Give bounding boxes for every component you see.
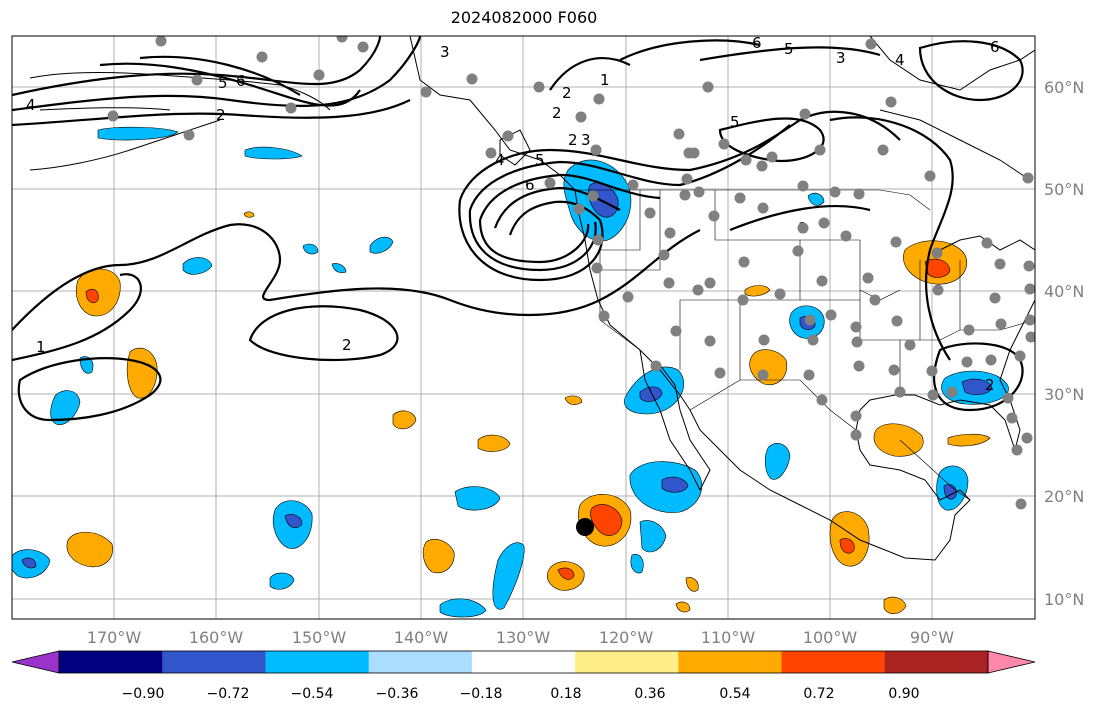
lat-label: 20°N <box>1044 487 1084 506</box>
coastlines <box>29 36 1035 561</box>
lon-label: 120°W <box>599 628 654 647</box>
lat-label: 10°N <box>1044 590 1084 609</box>
colorbar-tick: −0.54 <box>291 686 334 702</box>
svg-text:5: 5 <box>535 151 545 169</box>
longitude-labels: 170°W 160°W 150°W 140°W 130°W 120°W 110°… <box>87 628 954 647</box>
contour-labels: 4 5 6 3 2 2 3 6 5 4 5 3 1 2 1 2 6 5 4 6 … <box>26 34 1000 394</box>
station-markers <box>107 36 1035 510</box>
colorbar-tick: 0.72 <box>803 686 834 702</box>
colorbar-segment <box>368 651 473 673</box>
svg-text:2: 2 <box>552 104 562 122</box>
colorbar-segment <box>884 651 989 673</box>
colorbar-segment <box>781 651 886 673</box>
svg-text:2: 2 <box>216 106 226 124</box>
svg-text:5: 5 <box>218 74 228 92</box>
svg-text:3: 3 <box>836 49 846 67</box>
colorbar-labels: −0.90 −0.72 −0.54 −0.36 −0.18 0.18 0.36 … <box>122 686 920 702</box>
colorbar-extend-high <box>987 650 1036 674</box>
lon-label: 150°W <box>292 628 347 647</box>
svg-text:3: 3 <box>440 43 450 61</box>
lat-label: 60°N <box>1044 78 1084 97</box>
svg-text:5: 5 <box>730 113 740 131</box>
svg-text:2: 2 <box>562 84 572 102</box>
lon-label: 170°W <box>87 628 142 647</box>
svg-text:4: 4 <box>26 96 36 114</box>
svg-text:2: 2 <box>568 131 578 149</box>
colorbar-tick: 0.54 <box>719 686 750 702</box>
colorbar-tick: −0.36 <box>376 686 419 702</box>
contour-lines <box>12 36 1024 422</box>
lon-label: 100°W <box>803 628 858 647</box>
graticule <box>12 36 1035 619</box>
colorbar-tick: −0.18 <box>460 686 503 702</box>
map-border <box>11 35 1036 620</box>
colorbar-tick: 0.18 <box>550 686 581 702</box>
political-borders <box>575 189 1035 501</box>
colorbar-segment <box>575 651 679 673</box>
svg-text:3: 3 <box>581 131 591 149</box>
lat-label: 50°N <box>1044 180 1084 199</box>
colorbar-tick: −0.72 <box>207 686 250 702</box>
colorbar-segment <box>471 651 576 673</box>
lon-label: 130°W <box>496 628 551 647</box>
colorbar-segment <box>678 651 783 673</box>
lon-label: 110°W <box>701 628 756 647</box>
svg-text:6: 6 <box>236 72 246 90</box>
svg-text:6: 6 <box>990 38 1000 56</box>
lat-label: 30°N <box>1044 385 1084 404</box>
colorbar-extend-low <box>11 650 60 674</box>
svg-text:1: 1 <box>600 71 610 89</box>
colorbar <box>11 650 1036 674</box>
svg-text:2: 2 <box>342 336 352 354</box>
colorbar-segment <box>265 651 370 673</box>
colorbar-border <box>58 650 989 674</box>
black-dot-marker <box>576 518 594 536</box>
lon-label: 160°W <box>189 628 244 647</box>
svg-text:6: 6 <box>525 176 535 194</box>
latitude-labels: 60°N 50°N 40°N 30°N 20°N 10°N <box>1044 78 1084 609</box>
svg-text:4: 4 <box>895 51 905 69</box>
svg-text:5: 5 <box>784 40 794 58</box>
colorbar-segment <box>162 651 266 673</box>
colorbar-tick: 0.90 <box>888 686 919 702</box>
svg-text:4: 4 <box>495 151 505 169</box>
svg-text:6: 6 <box>752 34 762 52</box>
lon-label: 90°W <box>910 628 954 647</box>
colorbar-tick: 0.36 <box>634 686 665 702</box>
colorbar-segment <box>59 651 163 673</box>
colorbar-tick: −0.90 <box>122 686 165 702</box>
lon-label: 140°W <box>394 628 449 647</box>
svg-text:1: 1 <box>36 338 46 356</box>
map-title: 2024082000 F060 <box>450 8 598 27</box>
lat-label: 40°N <box>1044 282 1084 301</box>
svg-text:2: 2 <box>985 376 995 394</box>
